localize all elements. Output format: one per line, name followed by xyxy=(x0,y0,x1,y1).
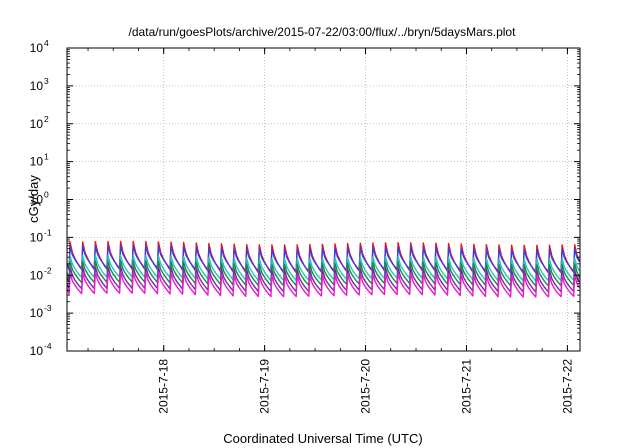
x-axis: 2015-7-18 2015-7-19 2015-7-20 2015-7-21 2015… xyxy=(87,48,574,414)
y-tick-label: 103 xyxy=(30,76,49,93)
y-tick-label: 101 xyxy=(30,152,49,169)
x-tick-label: 2015-7-21 xyxy=(459,359,473,414)
plot-frame xyxy=(66,47,581,352)
y-tick-label: 102 xyxy=(30,114,49,131)
x-axis-label: Coordinated Universal Time (UTC) xyxy=(223,431,422,446)
chart-title: /data/run/goesPlots/archive/2015-07-22/0… xyxy=(129,25,517,39)
x-tick-label: 2015-7-19 xyxy=(258,359,272,414)
x-tick-label: 2015-7-18 xyxy=(157,359,171,414)
y-tick-label: 10-2 xyxy=(30,265,52,282)
series-line-6 xyxy=(67,271,580,298)
data-series xyxy=(67,240,580,298)
series-line-2 xyxy=(67,245,580,273)
y-tick-label: 10-1 xyxy=(30,227,52,244)
y-tick-label: 10-4 xyxy=(30,341,52,358)
y-axis-label: cGy/day xyxy=(26,175,41,223)
series-line-3 xyxy=(67,254,580,282)
x-tick-label: 2015-7-20 xyxy=(359,359,373,414)
x-tick-label: 2015-7-22 xyxy=(560,359,574,414)
grid xyxy=(67,48,580,351)
y-tick-label: 10-3 xyxy=(30,303,52,320)
y-tick-label: 104 xyxy=(30,38,49,55)
series-line-4 xyxy=(67,260,580,287)
series-line-5 xyxy=(67,266,580,293)
